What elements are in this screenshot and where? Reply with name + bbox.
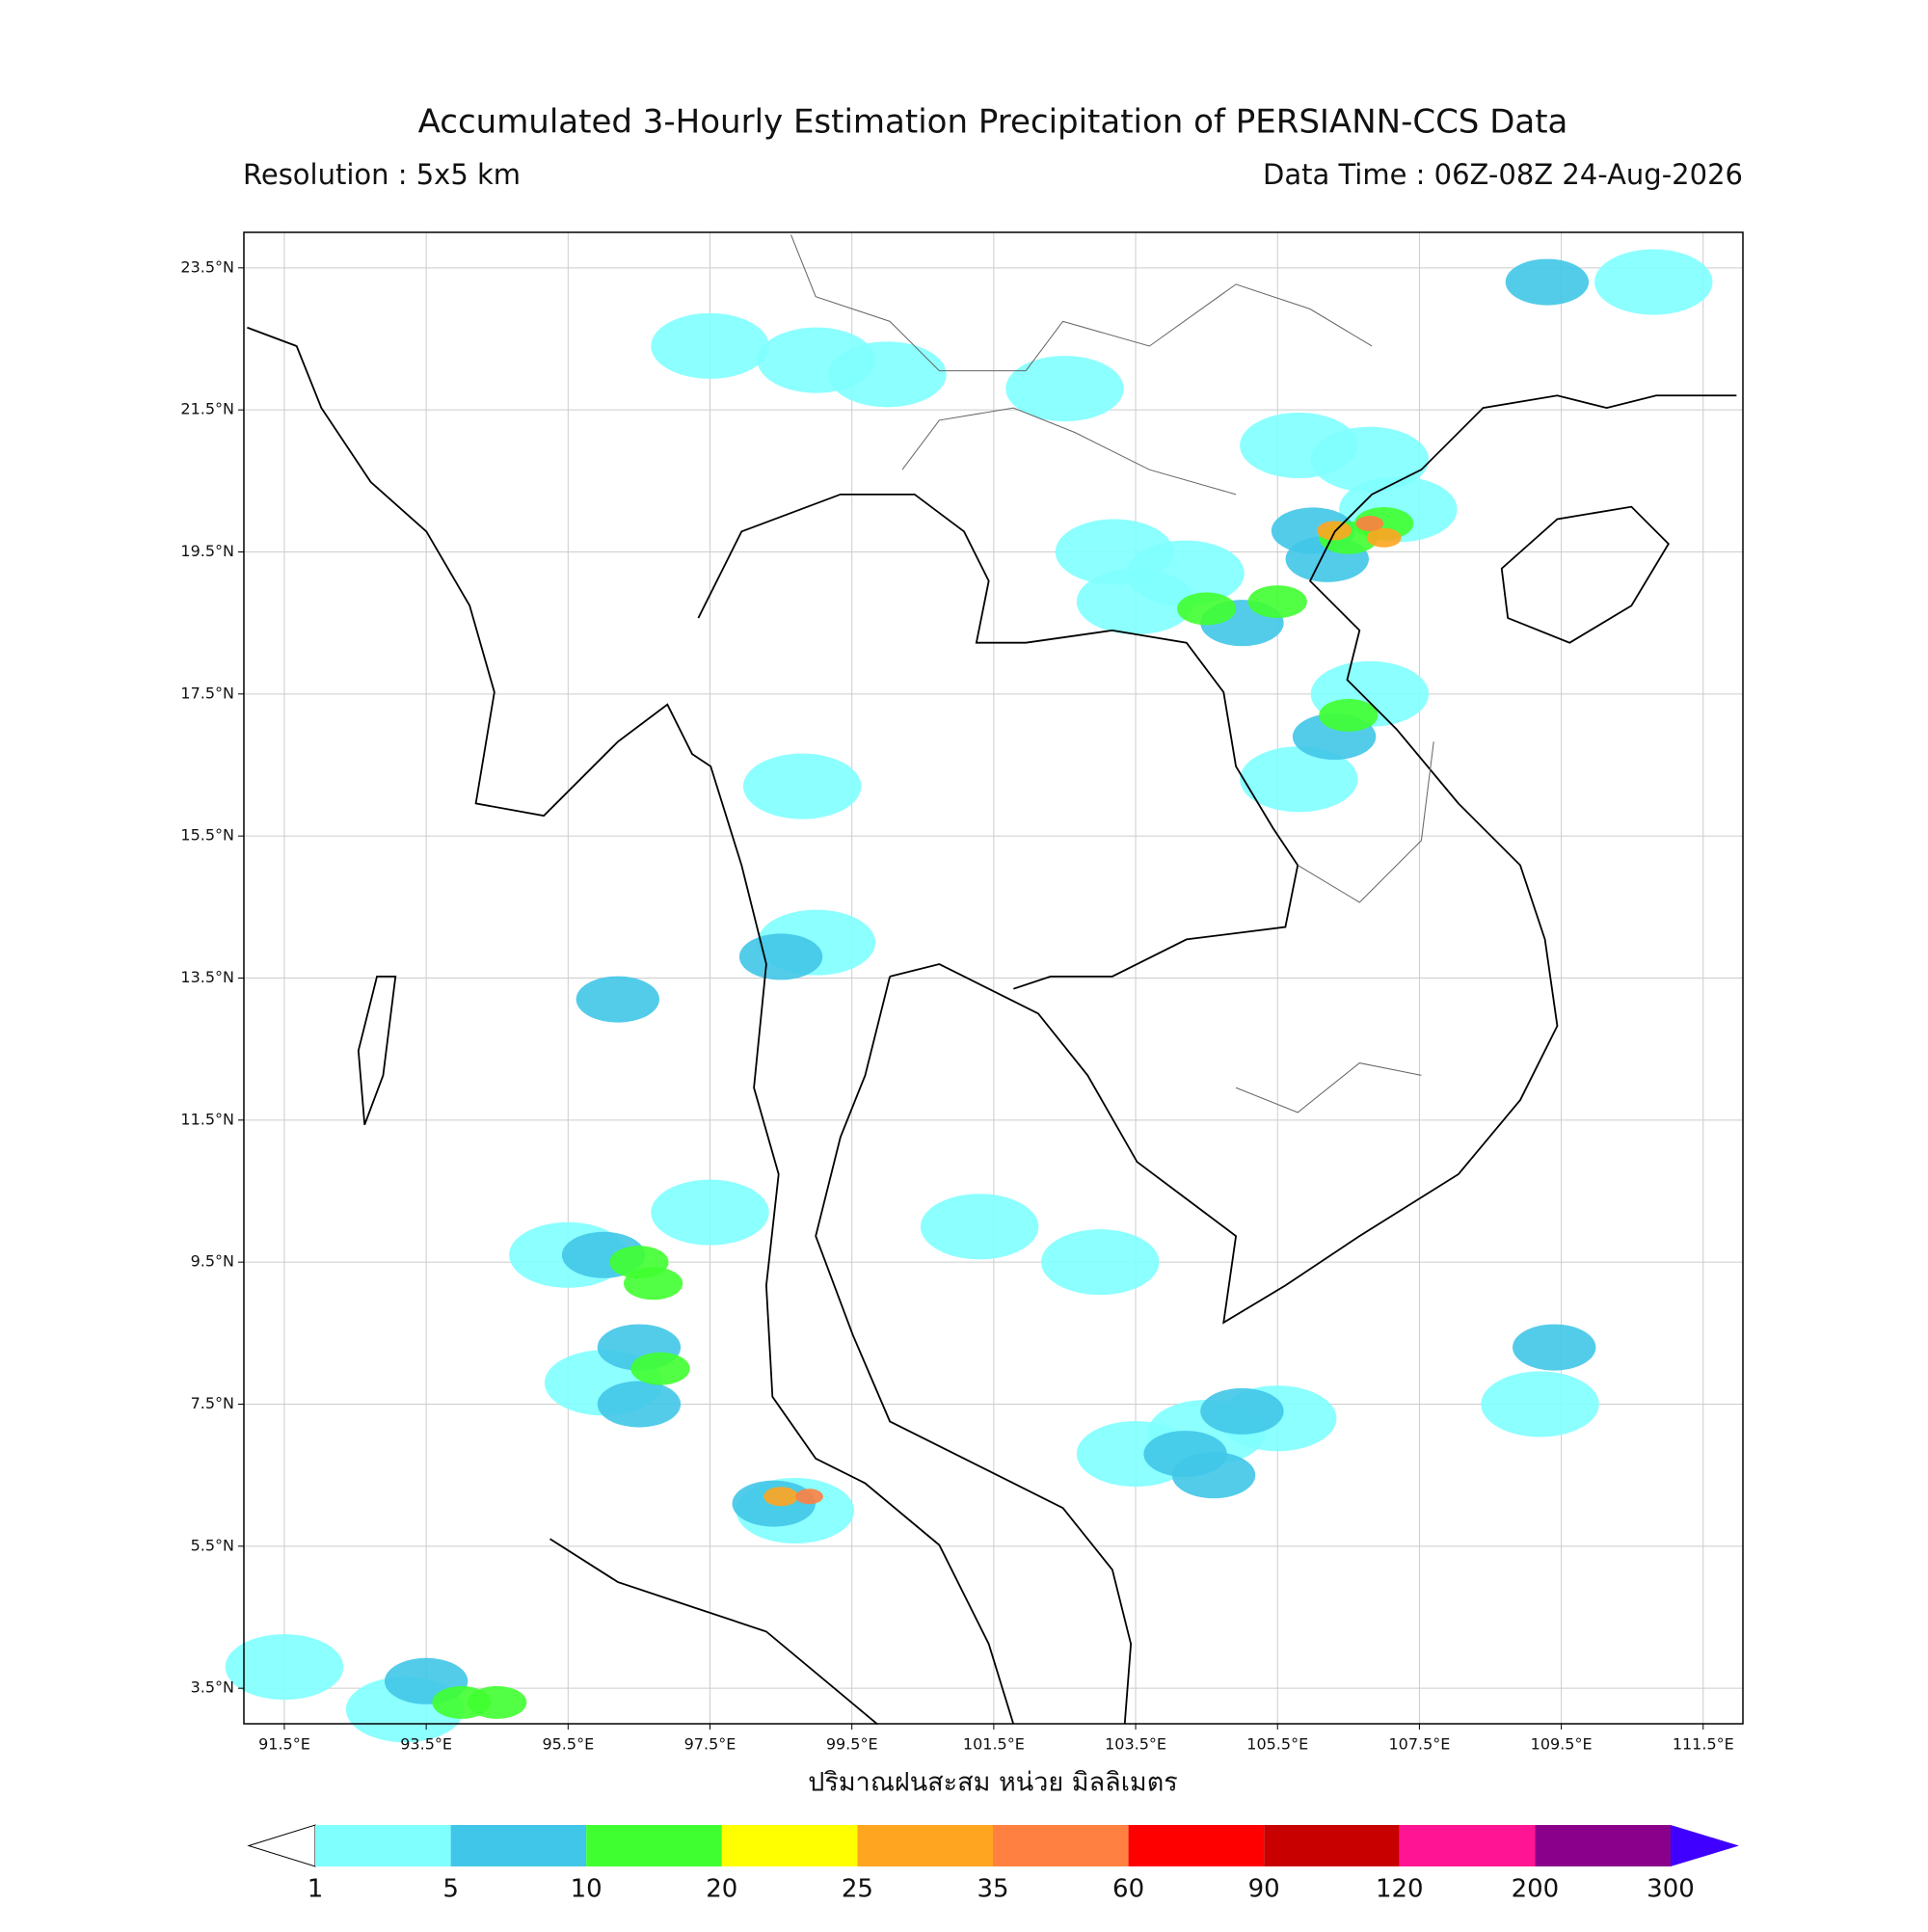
colorbar-swatch [721, 1825, 858, 1866]
y-tick-label: 3.5°N [191, 1678, 234, 1697]
rain-cell [225, 1634, 344, 1701]
rain-cell [1041, 1229, 1160, 1296]
x-tick-label: 99.5°E [826, 1735, 878, 1754]
y-tick-label: 13.5°N [180, 968, 234, 986]
x-tick-label: 93.5°E [400, 1735, 452, 1754]
rain-cell [1481, 1371, 1599, 1437]
rain-cell [468, 1685, 527, 1719]
rain-cell [795, 1489, 823, 1505]
colorbar-label: 20 [706, 1875, 737, 1904]
colorbar-swatch [993, 1825, 1129, 1866]
subtitle-left: Resolution : 5x5 km [243, 158, 521, 191]
y-tick-label: 23.5°N [180, 257, 234, 276]
rain-cell [1354, 507, 1414, 541]
colorbar-label: 120 [1376, 1875, 1424, 1904]
colorbar-label: 60 [1112, 1875, 1144, 1904]
rain-cell [1200, 1387, 1284, 1435]
rain-cell [738, 933, 823, 980]
rain-cell [576, 976, 660, 1023]
colorbar-swatch [1399, 1825, 1536, 1866]
rain-cell [651, 312, 769, 379]
subtitle-right: Data Time : 06Z-08Z 24-Aug-2026 [1263, 158, 1743, 191]
colorbar: 1 5 10 20 25 35 60 90 120 200 300 [247, 1824, 1739, 1904]
rain-layer [225, 249, 1713, 1743]
x-tick-label: 91.5°E [258, 1735, 310, 1754]
colorbar-swatch [1535, 1825, 1671, 1866]
colorbar-swatch [586, 1825, 722, 1866]
rain-cell [1247, 585, 1307, 619]
rain-cell [763, 1487, 799, 1507]
coastline [247, 326, 1015, 1725]
colorbar-label: 300 [1647, 1875, 1695, 1904]
colorbar-label: 5 [442, 1875, 459, 1904]
rain-cell [651, 1179, 769, 1246]
coastline [889, 394, 1737, 1325]
rain-cell [624, 1267, 683, 1301]
x-tick-label: 105.5°E [1246, 1735, 1308, 1754]
rain-cell [1240, 746, 1358, 813]
y-tick-label: 17.5°N [180, 684, 234, 702]
colorbar-swatch [1264, 1825, 1400, 1866]
island [357, 975, 397, 1126]
rain-cell [630, 1352, 690, 1385]
rain-cell [828, 341, 947, 408]
colorbar-under [247, 1824, 316, 1867]
rain-cell [1513, 1324, 1596, 1371]
colorbar-swatch [1128, 1825, 1265, 1866]
rain-cell [1319, 698, 1379, 732]
x-tick-label: 97.5°E [684, 1735, 736, 1754]
x-axis-label: ปริมาณฝนสะสม หน่วย มิลลิเมตร [808, 1768, 1178, 1798]
colorbar-swatch [450, 1825, 587, 1866]
y-tick-label: 11.5°N [180, 1110, 234, 1128]
x-tick-label: 103.5°E [1105, 1735, 1166, 1754]
colorbar-label: 25 [842, 1875, 873, 1904]
island [1500, 505, 1670, 644]
colorbar-label: 90 [1248, 1875, 1280, 1904]
axis-labels: 91.5°E 93.5°E 95.5°E 97.5°E 99.5°E 101.5°E 103… [180, 257, 1733, 1753]
x-tick-label: 95.5°E [542, 1735, 594, 1754]
rain-cell [1240, 413, 1358, 478]
y-tick-label: 21.5°N [180, 400, 234, 418]
rain-cell [1005, 356, 1124, 422]
rain-cell [742, 753, 862, 819]
map-title: Accumulated 3-Hourly Estimation Precipit… [418, 103, 1568, 142]
rain-cell [1317, 521, 1352, 541]
rain-cell [1366, 527, 1402, 548]
y-tick-label: 15.5°N [180, 826, 234, 845]
colorbar-swatch [857, 1825, 993, 1866]
country-border [697, 493, 1299, 990]
coastline [815, 976, 1133, 1725]
x-tick-label: 101.5°E [963, 1735, 1025, 1754]
rain-cell [1177, 592, 1237, 626]
colorbar-label: 200 [1512, 1875, 1560, 1904]
rain-cell [1355, 516, 1384, 532]
x-tick-label: 111.5°E [1673, 1735, 1734, 1754]
x-tick-label: 109.5°E [1531, 1735, 1593, 1754]
y-tick-label: 9.5°N [191, 1252, 234, 1271]
colorbar-label: 35 [977, 1875, 1008, 1904]
y-tick-label: 7.5°N [191, 1394, 234, 1412]
grid-layer [244, 232, 1743, 1724]
x-tick-label: 107.5°E [1388, 1735, 1450, 1754]
colorbar-label: 1 [308, 1875, 324, 1904]
y-tick-label: 5.5°N [191, 1536, 234, 1554]
rain-cell [597, 1381, 682, 1428]
rain-cell [920, 1194, 1039, 1260]
country-border [790, 234, 1434, 1114]
rain-cell [1055, 519, 1174, 585]
coastline [549, 1538, 878, 1726]
colorbar-over [1671, 1825, 1739, 1866]
coastlines [247, 234, 1737, 1726]
colorbar-swatch [315, 1825, 451, 1866]
rain-cell [1505, 258, 1590, 306]
rain-cell [1594, 249, 1713, 315]
y-tick-label: 19.5°N [180, 542, 234, 560]
rain-cell [1171, 1452, 1256, 1499]
colorbar-label: 10 [571, 1875, 602, 1904]
